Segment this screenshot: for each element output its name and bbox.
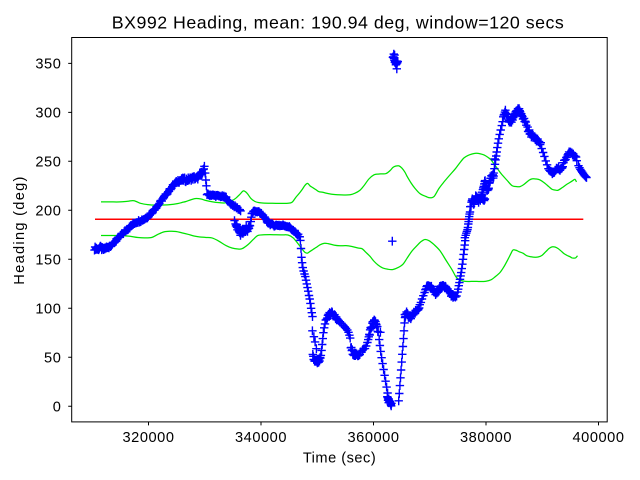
svg-text:200: 200 <box>35 203 61 219</box>
svg-text:0: 0 <box>53 399 62 415</box>
svg-text:100: 100 <box>35 301 61 317</box>
svg-text:Time (sec): Time (sec) <box>303 450 376 466</box>
svg-text:320000: 320000 <box>123 430 175 446</box>
svg-text:50: 50 <box>44 350 61 366</box>
svg-text:360000: 360000 <box>348 430 400 446</box>
svg-text:350: 350 <box>35 57 61 73</box>
svg-text:150: 150 <box>35 252 61 268</box>
svg-text:BX992 Heading, mean: 190.94 de: BX992 Heading, mean: 190.94 deg, window=… <box>112 13 565 33</box>
svg-text:Heading (deg): Heading (deg) <box>12 175 28 284</box>
svg-text:380000: 380000 <box>460 430 512 446</box>
svg-text:250: 250 <box>35 154 61 170</box>
svg-text:340000: 340000 <box>235 430 287 446</box>
svg-text:300: 300 <box>35 106 61 122</box>
svg-text:400000: 400000 <box>573 430 625 446</box>
